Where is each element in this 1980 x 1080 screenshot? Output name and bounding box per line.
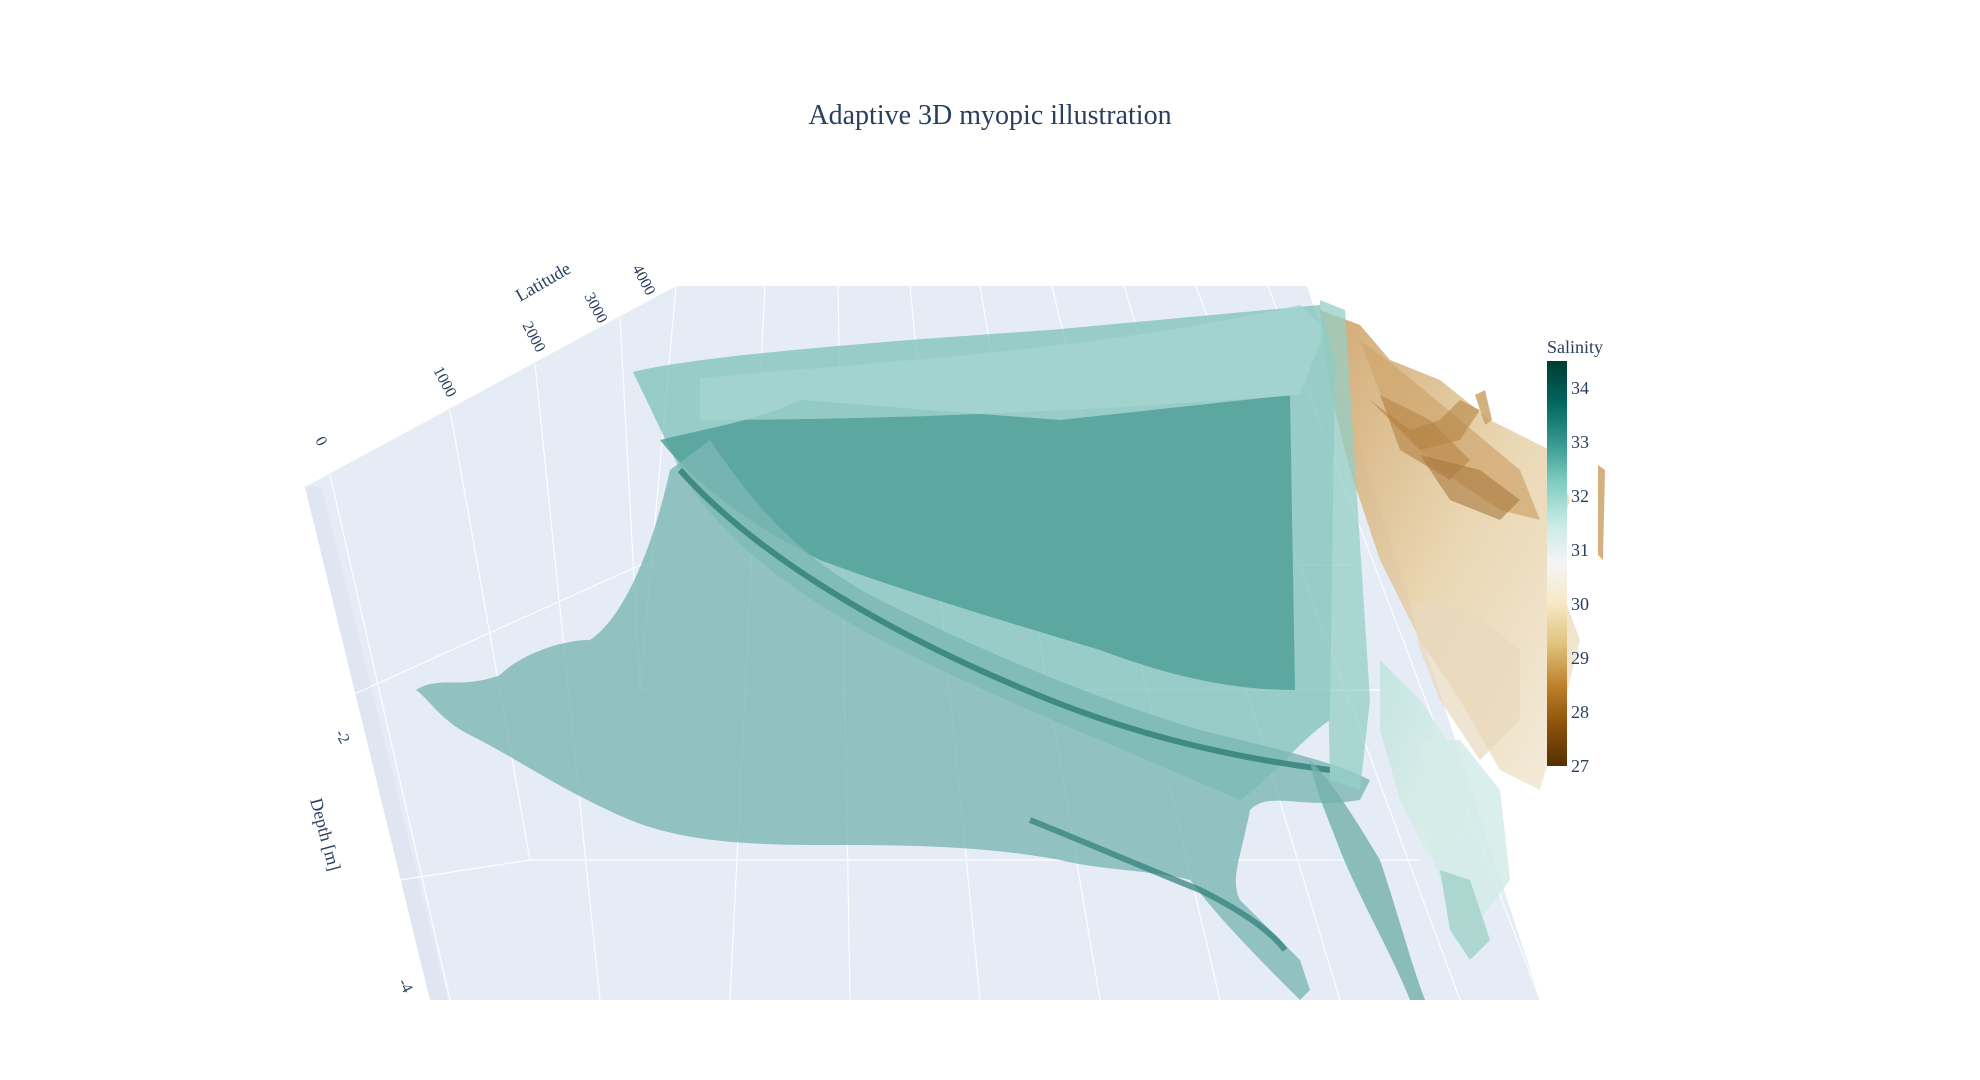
latitude-tick-2: 2000 [518, 319, 548, 355]
colorbar-tick-label: 29 [1571, 648, 1589, 668]
colorbar-tick-label: 28 [1571, 702, 1589, 722]
depth-axis-label: Depth [m] [306, 796, 345, 873]
colorbar-tick-label: 30 [1571, 594, 1589, 614]
surface-high-salinity [416, 300, 1425, 1000]
depth-tick-0: -2 [331, 727, 352, 747]
latitude-tick-3: 3000 [580, 290, 610, 326]
latitude-axis-label: Latitude [512, 258, 574, 305]
latitude-tick-4: 4000 [628, 262, 658, 298]
colorbar-gradient [1547, 361, 1567, 766]
chart-title: Adaptive 3D myopic illustration [808, 100, 1172, 131]
colorbar-title: Salinity [1547, 337, 1603, 357]
colorbar-tick-label: 31 [1571, 540, 1589, 560]
colorbar-tick-label: 34 [1571, 378, 1589, 398]
colorbar-tick-label: 32 [1571, 486, 1589, 506]
surface-low-salinity [1320, 310, 1605, 960]
latitude-tick-0: 0 [311, 434, 330, 449]
colorbar-tick-label: 27 [1571, 756, 1589, 776]
colorbar-tick-label: 33 [1571, 432, 1589, 452]
depth-tick-1: -4 [394, 976, 415, 996]
colorbar: Salinity 34 33 32 31 30 29 28 27 [1547, 337, 1603, 776]
latitude-tick-1: 1000 [429, 364, 459, 400]
floor-pane [305, 487, 448, 1000]
colorbar-ticks: 34 33 32 31 30 29 28 27 [1571, 378, 1589, 776]
